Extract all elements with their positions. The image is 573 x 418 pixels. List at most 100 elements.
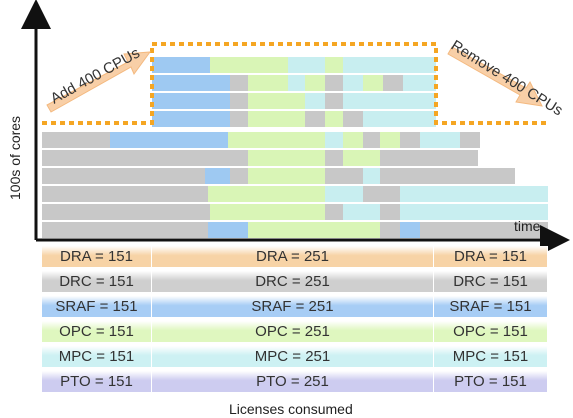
usage-segment <box>420 150 478 166</box>
usage-segment <box>210 204 246 220</box>
usage-segment <box>246 204 325 220</box>
usage-segment <box>363 168 380 184</box>
license-cell: SRAF = 251 <box>152 296 434 317</box>
usage-segment <box>152 111 230 127</box>
usage-segment <box>380 168 400 184</box>
usage-segment <box>210 57 288 73</box>
license-cell: PTO = 151 <box>434 371 548 392</box>
usage-segment <box>380 186 400 202</box>
usage-segment <box>400 222 420 238</box>
license-row-drc: DRC = 151 DRC = 251 DRC = 151 <box>42 271 548 292</box>
usage-segment <box>400 204 548 220</box>
usage-segment <box>420 132 460 148</box>
usage-segment <box>325 204 343 220</box>
usage-segment <box>325 57 343 73</box>
usage-segment <box>403 75 436 91</box>
usage-segment <box>248 222 380 238</box>
license-cell: PTO = 151 <box>42 371 152 392</box>
usage-segment <box>363 132 380 148</box>
usage-segment <box>152 75 230 91</box>
license-cell: DRA = 151 <box>42 246 152 267</box>
usage-segment <box>325 75 343 91</box>
usage-segment <box>110 132 228 148</box>
license-cell: DRC = 251 <box>152 271 434 292</box>
usage-segment <box>325 111 343 127</box>
usage-segment <box>152 57 210 73</box>
usage-segment <box>230 111 248 127</box>
usage-segment <box>248 168 325 184</box>
usage-segment <box>248 75 288 91</box>
license-cell: SRAF = 151 <box>434 296 548 317</box>
burst-outline <box>42 42 548 125</box>
usage-segment <box>288 57 325 73</box>
license-cell: DRC = 151 <box>434 271 548 292</box>
usage-segment <box>380 222 400 238</box>
usage-segment <box>420 222 548 238</box>
usage-segment <box>460 132 480 148</box>
usage-segment <box>343 57 363 73</box>
license-cell: MPC = 251 <box>152 346 434 367</box>
add-annotation: Add 400 CPUs <box>48 45 143 108</box>
usage-segment <box>380 132 400 148</box>
usage-segment <box>305 111 325 127</box>
usage-segment <box>343 93 363 109</box>
usage-segment <box>363 111 436 127</box>
usage-segment <box>305 75 325 91</box>
usage-segment <box>363 57 436 73</box>
usage-segment <box>248 150 325 166</box>
usage-segment <box>343 75 363 91</box>
usage-segment <box>400 132 420 148</box>
usage-segment <box>305 93 325 109</box>
license-row-pto: PTO = 151 PTO = 251 PTO = 151 <box>42 371 548 392</box>
usage-segment <box>248 93 305 109</box>
usage-segment <box>248 111 305 127</box>
usage-segment <box>343 111 363 127</box>
usage-segment <box>152 93 230 109</box>
license-table: DRA = 151 DRA = 251 DRA = 151 DRC = 151 DRC … <box>42 246 548 396</box>
usage-segment <box>400 186 420 202</box>
usage-segment <box>343 150 380 166</box>
license-cell: DRA = 251 <box>152 246 434 267</box>
usage-segment <box>325 132 343 148</box>
usage-segment <box>325 150 343 166</box>
license-row-dra: DRA = 151 DRA = 251 DRA = 151 <box>42 246 548 267</box>
usage-segment <box>325 93 343 109</box>
usage-segment <box>420 186 548 202</box>
usage-segment <box>380 150 400 166</box>
usage-segment <box>380 204 400 220</box>
license-cell: MPC = 151 <box>42 346 152 367</box>
usage-segment <box>230 168 248 184</box>
usage-segment <box>343 204 380 220</box>
y-axis-label: 100s of cores <box>7 116 23 200</box>
remove-arrow <box>447 46 543 107</box>
license-row-opc: OPC = 151 OPC = 251 OPC = 151 <box>42 321 548 342</box>
usage-segment <box>288 75 305 91</box>
usage-segment <box>42 204 210 220</box>
licenses-caption: Licenses consumed <box>229 401 353 417</box>
usage-segment <box>363 93 436 109</box>
usage-segment <box>205 168 230 184</box>
usage-segment <box>208 222 248 238</box>
usage-segment <box>230 75 248 91</box>
license-row-sraf: SRAF = 151 SRAF = 251 SRAF = 151 <box>42 296 548 317</box>
usage-segment <box>400 150 420 166</box>
license-cell: DRA = 151 <box>434 246 548 267</box>
usage-segment <box>42 168 205 184</box>
usage-segment <box>152 150 248 166</box>
remove-annotation: Remove 400 CPUs <box>448 37 566 119</box>
x-axis-label: time <box>514 218 541 234</box>
add-arrow <box>46 51 152 113</box>
usage-segment <box>363 186 380 202</box>
usage-segment <box>363 75 383 91</box>
usage-segment <box>325 186 363 202</box>
usage-segment <box>325 168 363 184</box>
license-cell: MPC = 151 <box>434 346 548 367</box>
license-cell: PTO = 251 <box>152 371 434 392</box>
usage-segment <box>230 93 248 109</box>
usage-segment <box>248 186 325 202</box>
usage-segment <box>42 150 152 166</box>
usage-segment <box>42 132 110 148</box>
core-usage-rows <box>42 57 548 238</box>
usage-segment <box>42 222 208 238</box>
